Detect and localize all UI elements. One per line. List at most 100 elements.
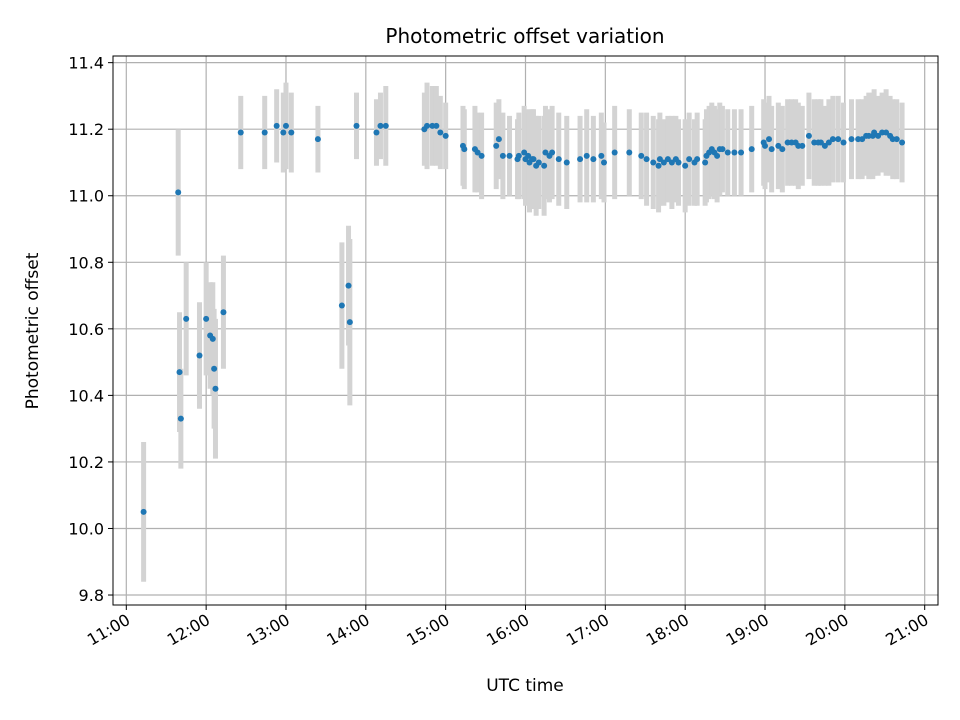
data-point: [338, 302, 345, 309]
data-point: [493, 142, 500, 149]
data-point: [598, 152, 605, 159]
data-point: [779, 146, 786, 153]
y-tick-label: 10.2: [68, 453, 104, 472]
data-point: [499, 152, 506, 159]
data-point: [724, 149, 731, 156]
data-point: [883, 129, 890, 136]
x-tick-label: 19:00: [723, 610, 772, 650]
x-axis: 11:00 12:00 13:00 14:00 15:00 16:00 17:00 18:00…: [84, 605, 932, 650]
data-point: [353, 122, 360, 129]
data-point: [805, 132, 812, 139]
data-point: [871, 129, 878, 136]
data-point: [183, 315, 190, 322]
data-point: [668, 159, 675, 166]
data-point: [577, 156, 584, 163]
data-point: [261, 129, 268, 136]
data-point: [590, 156, 597, 163]
error-bars: [141, 82, 905, 582]
data-point: [373, 129, 380, 136]
data-point: [495, 136, 502, 143]
x-tick-label: 11:00: [84, 610, 133, 650]
data-point: [766, 136, 773, 143]
data-point: [424, 122, 431, 129]
y-axis-label: Photometric offset: [23, 252, 43, 409]
data-point: [555, 156, 562, 163]
data-point: [650, 159, 657, 166]
data-point: [835, 136, 842, 143]
data-point: [626, 149, 633, 156]
data-point: [382, 122, 389, 129]
chart-title: Photometric offset variation: [385, 24, 664, 48]
data-point: [530, 156, 537, 163]
data-point: [655, 162, 662, 169]
x-axis-label: UTC time: [486, 676, 564, 696]
data-point: [899, 139, 906, 146]
data-point: [660, 159, 667, 166]
y-tick-label: 11.4: [68, 54, 104, 73]
data-point: [515, 152, 522, 159]
data-point: [821, 142, 828, 149]
data-point: [664, 156, 671, 163]
y-tick-label: 10.0: [68, 519, 104, 538]
data-point: [474, 149, 481, 156]
data-point: [799, 142, 806, 149]
data-point: [656, 156, 663, 163]
data-point: [209, 335, 216, 342]
data-point: [859, 136, 866, 143]
data-point: [175, 189, 182, 196]
data-point: [377, 122, 384, 129]
data-point: [840, 139, 847, 146]
data-point: [433, 122, 440, 129]
data-point: [738, 149, 745, 156]
y-tick-label: 10.8: [68, 253, 104, 272]
data-point: [345, 282, 352, 289]
data-point: [775, 142, 782, 149]
x-tick-label: 18:00: [643, 610, 692, 650]
y-tick-label: 9.8: [79, 586, 104, 605]
data-point: [521, 149, 528, 156]
data-point: [583, 152, 590, 159]
data-point: [541, 162, 548, 169]
data-point: [714, 152, 721, 159]
data-point: [686, 156, 693, 163]
data-point: [177, 415, 184, 422]
data-point: [442, 132, 449, 139]
data-point: [461, 146, 468, 153]
data-point: [282, 122, 289, 129]
data-point: [682, 162, 689, 169]
data-point: [346, 319, 353, 326]
data-point: [675, 159, 682, 166]
data-point: [611, 149, 618, 156]
data-point: [549, 149, 556, 156]
data-point: [643, 156, 650, 163]
data-point: [719, 146, 726, 153]
data-point: [825, 139, 832, 146]
data-point: [563, 159, 570, 166]
data-point: [731, 149, 738, 156]
data-point: [638, 152, 645, 159]
data-point: [176, 369, 183, 376]
data-point: [702, 159, 709, 166]
data-point: [525, 152, 532, 159]
x-tick-label: 13:00: [244, 610, 293, 650]
data-point: [601, 159, 608, 166]
data-point: [875, 132, 882, 139]
data-point: [817, 139, 824, 146]
data-points: [140, 122, 906, 515]
data-point: [237, 129, 244, 136]
y-tick-label: 10.4: [68, 386, 104, 405]
data-point: [478, 152, 485, 159]
x-tick-label: 21:00: [882, 610, 931, 650]
x-tick-label: 16:00: [483, 610, 532, 650]
data-point: [829, 136, 836, 143]
data-point: [506, 152, 513, 159]
data-point: [280, 129, 287, 136]
x-tick-label: 20:00: [802, 610, 851, 650]
data-point: [140, 508, 147, 515]
data-point: [768, 146, 775, 153]
data-point: [288, 129, 295, 136]
x-tick-label: 15:00: [403, 610, 452, 650]
data-point: [694, 156, 701, 163]
data-point: [542, 149, 549, 156]
